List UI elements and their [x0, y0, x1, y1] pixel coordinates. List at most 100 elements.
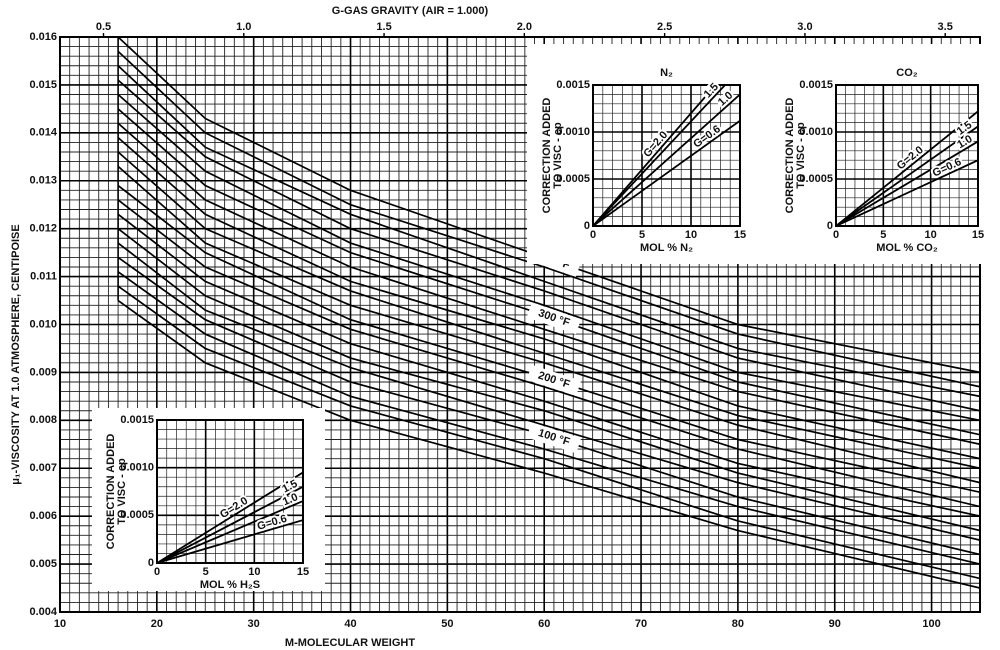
series-line [117, 271, 980, 565]
x-tick-label: 30 [248, 618, 260, 630]
series-line [157, 471, 303, 563]
x2-tick-label: 2.5 [657, 21, 672, 33]
x-tick-label: 10 [685, 229, 697, 241]
x-axis-label: M-MOLECULAR WEIGHT [285, 637, 415, 649]
x-tick-label: 5 [639, 229, 645, 241]
y-tick-label: 0 [827, 220, 833, 232]
y-axis-label: CORRECTION ADDED [541, 98, 553, 214]
series-group [117, 37, 980, 589]
inset-background [92, 408, 325, 591]
y-axis-label: TO VISC - cp [795, 122, 807, 189]
series-line [117, 108, 980, 436]
panel: 0 5 10 15 0 0.0005 0.0010 0.0015 MOL % CO₂ CO₂ COR… [784, 67, 984, 254]
y-tick-label: 0.008 [29, 414, 57, 426]
x-tick-label: 50 [441, 618, 453, 630]
y-tick-label: 0.016 [29, 31, 57, 43]
series-group [836, 110, 978, 226]
series-line [593, 93, 740, 226]
x-tick-label: 15 [297, 566, 309, 578]
y-tick-label: 0.005 [29, 558, 57, 570]
label-background [526, 422, 582, 454]
series-line [836, 125, 978, 226]
x2-tick-label: 0.5 [96, 21, 111, 33]
series-line [836, 140, 978, 226]
series-line [117, 165, 980, 484]
y-tick-label: 0.011 [30, 270, 57, 282]
x-tick-label: 90 [829, 618, 841, 630]
x-tick-label: 100 [922, 618, 940, 630]
x-tick-label: 0 [590, 229, 596, 241]
x-tick-label: 40 [344, 618, 356, 630]
y-tick-label: 0.015 [29, 79, 57, 91]
y-axis-label: μ₁-VISCOSITY AT 1.0 ATMOSPHERE, CENTIPOI… [10, 224, 22, 484]
series-line [836, 159, 978, 226]
y-axis-label: TO VISC - cp [116, 458, 128, 525]
series-line [117, 285, 980, 580]
x-axis-label: MOL % CO₂ [876, 242, 938, 254]
series-line [117, 242, 980, 541]
series-line [157, 519, 303, 563]
y-tick-label: 0.0010 [799, 126, 833, 138]
y-tick-label: 0.009 [29, 366, 57, 378]
y-tick-label: 0.004 [29, 606, 57, 618]
x2-tick-label: 1.5 [376, 21, 391, 33]
y-tick-label: 0 [584, 220, 590, 232]
x2-tick-label: 3.5 [938, 21, 953, 33]
y-tick-label: 0.0015 [556, 79, 590, 91]
series-line [593, 119, 740, 226]
series-line [117, 199, 980, 508]
y-tick-label: 0.014 [29, 127, 57, 139]
y-tick-label: 0 [148, 557, 154, 569]
x-tick-label: 5 [880, 229, 886, 241]
x-axis-label: MOL % N₂ [640, 242, 693, 254]
series-line [117, 151, 980, 470]
y-axis-label: TO VISC - cp [552, 122, 564, 189]
y-tick-label: 0.0005 [799, 173, 833, 185]
y-tick-label: 0.010 [29, 318, 57, 330]
series-line [117, 122, 980, 446]
x-tick-label: 0 [154, 566, 160, 578]
series-group [157, 471, 303, 563]
x-tick-label: 15 [734, 229, 746, 241]
series-line [117, 65, 980, 398]
series-line [117, 227, 980, 532]
plot-frame [592, 84, 741, 227]
x-tick-label: 15 [972, 229, 984, 241]
y-tick-label: 0.007 [29, 462, 57, 474]
x-tick-label: 10 [248, 566, 260, 578]
x2-tick-label: 1.0 [236, 21, 251, 33]
y-tick-label: 0.0010 [556, 126, 590, 138]
series-line [157, 485, 303, 563]
series-line [117, 79, 980, 412]
x-tick-label: 0 [833, 229, 839, 241]
plot-frame [59, 36, 981, 613]
y-tick-label: 0.0010 [120, 462, 154, 474]
x-tick-label: 5 [203, 566, 209, 578]
y-tick-label: 0.012 [29, 223, 57, 235]
series-group [593, 85, 740, 226]
y-tick-label: 0.0015 [120, 414, 154, 426]
y-axis-label: CORRECTION ADDED [784, 98, 796, 214]
label-background [526, 302, 582, 335]
x2-tick-label: 3.0 [797, 21, 812, 33]
inset-background [527, 44, 985, 264]
series-line [117, 184, 980, 494]
x-axis-label: MOL % H₂S [200, 579, 260, 591]
series-line [117, 50, 980, 388]
series-line [117, 256, 980, 556]
x2-axis-label: G-GAS GRAVITY (AIR = 1.000) [332, 5, 489, 17]
series-line [117, 299, 980, 589]
inset-title: CO₂ [896, 67, 918, 79]
panel: 0 5 10 15 0 0.0005 0.0010 0.0015 MOL % N₂ N₂ CORRE… [527, 44, 985, 264]
x-tick-label: 10 [54, 618, 66, 630]
y-tick-label: 0.0005 [120, 509, 154, 521]
series-line [117, 37, 980, 374]
panel: 0 5 10 15 0 0.0005 0.0010 0.0015 MOL % H₂S CORREC… [92, 408, 325, 591]
series-line [157, 500, 303, 563]
series-line [593, 85, 727, 226]
y-tick-label: 0.013 [29, 175, 57, 187]
x2-tick-label: 2.0 [517, 21, 532, 33]
inset-title: N₂ [660, 67, 673, 79]
series-line [117, 136, 980, 460]
